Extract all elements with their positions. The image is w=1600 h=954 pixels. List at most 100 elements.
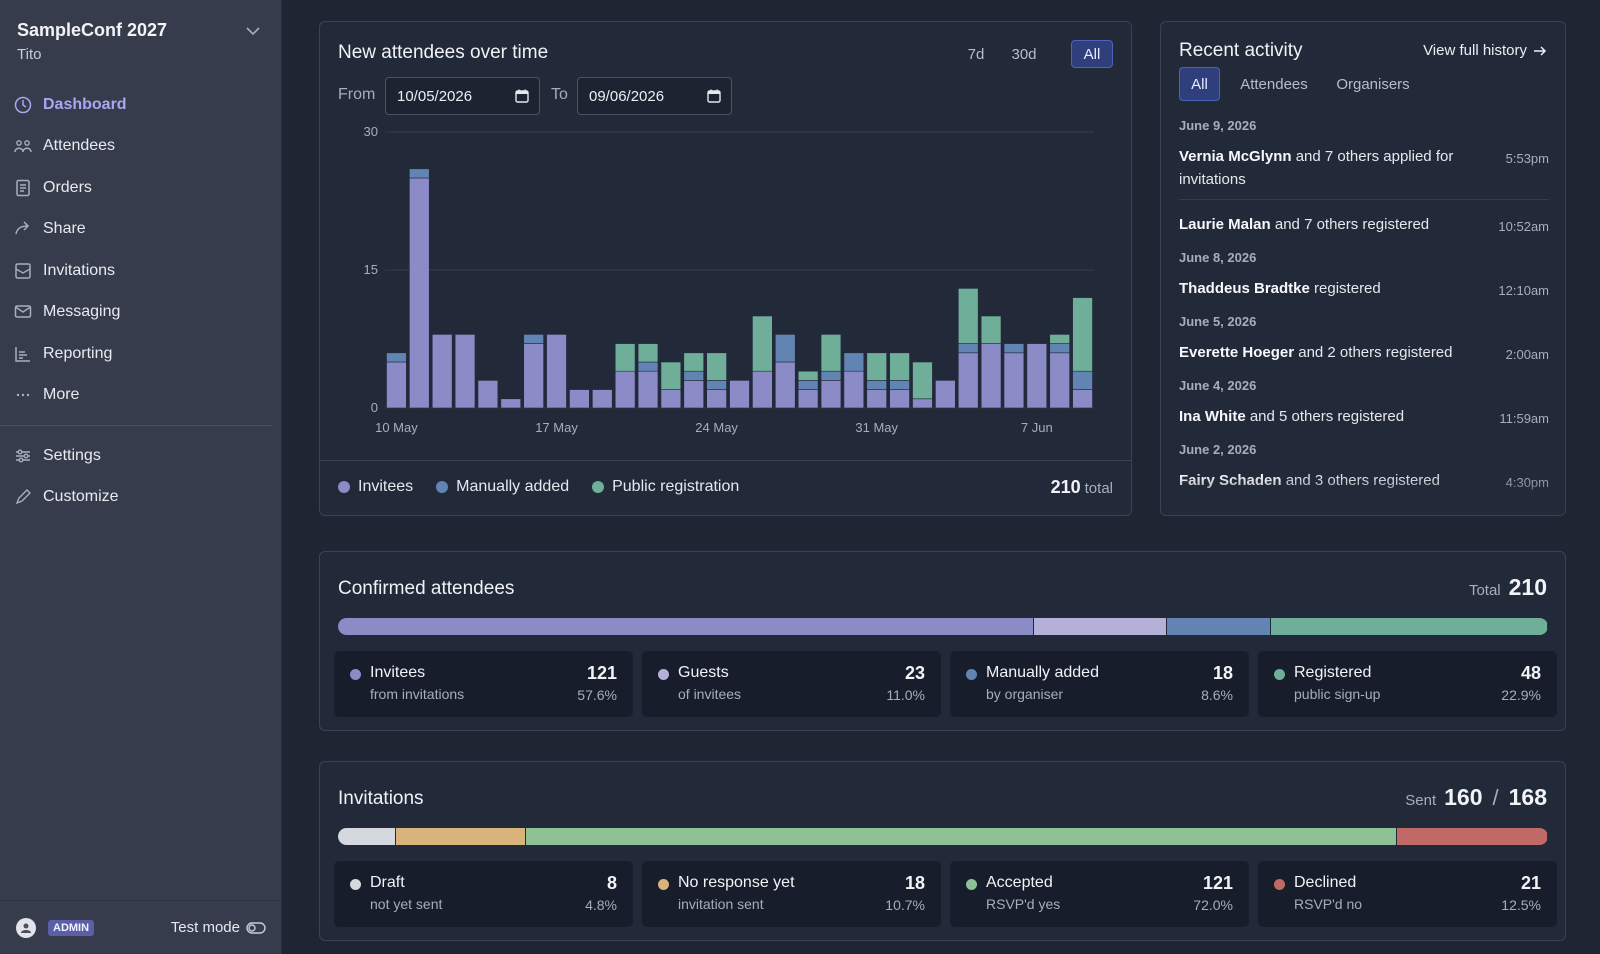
activity-item[interactable]: Everette Hoeger and 2 others registered 2… bbox=[1179, 341, 1549, 364]
bar-invitees[interactable] bbox=[637, 370, 659, 409]
activity-person[interactable]: Vernia McGlynn bbox=[1179, 148, 1292, 165]
bar-invitees[interactable] bbox=[500, 398, 522, 409]
stat-declined[interactable]: Declined RSVP'd no 21 12.5% bbox=[1258, 861, 1557, 927]
bar-public-registration[interactable] bbox=[683, 352, 704, 372]
from-date-input[interactable]: 10/05/2026 bbox=[385, 77, 540, 115]
calendar-icon[interactable] bbox=[515, 89, 529, 103]
bar-segment-no-response-yet[interactable] bbox=[396, 828, 526, 845]
bar-manually-added[interactable] bbox=[797, 380, 819, 390]
activity-item[interactable]: Vernia McGlynn and 7 others applied for … bbox=[1179, 145, 1549, 191]
bar-manually-added[interactable] bbox=[957, 343, 979, 354]
event-name[interactable]: SampleConf 2027 bbox=[17, 20, 168, 40]
sidebar-item-dashboard[interactable]: Dashboard bbox=[0, 84, 282, 126]
bar-public-registration[interactable] bbox=[797, 370, 819, 381]
view-full-history-link[interactable]: View full history bbox=[1423, 42, 1547, 59]
bar-invitees[interactable] bbox=[592, 389, 613, 409]
calendar-icon[interactable] bbox=[707, 89, 721, 103]
range-30d-button[interactable]: 30d bbox=[1011, 45, 1037, 63]
bar-invitees[interactable] bbox=[843, 370, 865, 409]
bar-manually-added[interactable] bbox=[866, 380, 887, 390]
bar-segment-guests[interactable] bbox=[1034, 618, 1168, 635]
bar-invitees[interactable] bbox=[889, 389, 910, 409]
stat-draft[interactable]: Draft not yet sent 8 4.8% bbox=[334, 861, 633, 927]
bar-invitees[interactable] bbox=[523, 343, 544, 409]
tab-organisers[interactable]: Organisers bbox=[1336, 75, 1410, 93]
sidebar-item-share[interactable]: Share bbox=[0, 209, 282, 251]
bar-public-registration[interactable] bbox=[1072, 297, 1093, 372]
bar-public-registration[interactable] bbox=[614, 343, 636, 372]
bar-segment-accepted[interactable] bbox=[525, 828, 1397, 845]
bar-segment-manually-added[interactable] bbox=[1167, 618, 1272, 635]
bar-invitees[interactable] bbox=[614, 370, 636, 409]
activity-person[interactable]: Everette Hoeger bbox=[1179, 344, 1295, 361]
bar-invitees[interactable] bbox=[706, 389, 727, 409]
bar-segment-registered[interactable] bbox=[1271, 618, 1548, 635]
bar-manually-added[interactable] bbox=[820, 370, 842, 381]
sidebar-item-messaging[interactable]: Messaging bbox=[0, 292, 282, 334]
sidebar-item-customize[interactable]: Customize bbox=[0, 477, 282, 519]
bar-manually-added[interactable] bbox=[1003, 343, 1025, 354]
activity-item[interactable]: Laurie Malan and 7 others registered 10:5… bbox=[1179, 213, 1549, 236]
bar-invitees[interactable] bbox=[912, 398, 933, 409]
bar-invitees[interactable] bbox=[729, 380, 750, 409]
bar-public-registration[interactable] bbox=[980, 315, 1002, 344]
chevron-down-icon[interactable] bbox=[244, 22, 262, 40]
bar-invitees[interactable] bbox=[683, 380, 704, 409]
bar-public-registration[interactable] bbox=[820, 334, 842, 372]
tab-attendees[interactable]: Attendees bbox=[1240, 75, 1308, 93]
bar-invitees[interactable] bbox=[752, 370, 773, 409]
bar-public-registration[interactable] bbox=[889, 352, 910, 381]
bar-invitees[interactable] bbox=[454, 334, 476, 409]
bar-manually-added[interactable] bbox=[1072, 370, 1093, 390]
bar-manually-added[interactable] bbox=[386, 352, 407, 363]
bar-manually-added[interactable] bbox=[523, 334, 544, 344]
bar-manually-added[interactable] bbox=[843, 352, 865, 372]
bar-segment-declined[interactable] bbox=[1396, 828, 1548, 845]
bar-manually-added[interactable] bbox=[409, 168, 430, 179]
activity-item[interactable]: Thaddeus Bradtke registered 12:10am bbox=[1179, 277, 1549, 300]
sidebar-item-settings[interactable]: Settings bbox=[0, 435, 282, 477]
sidebar-item-reporting[interactable]: Reporting bbox=[0, 333, 282, 375]
bar-public-registration[interactable] bbox=[637, 343, 659, 363]
stat-registered[interactable]: Registered public sign-up 48 22.9% bbox=[1258, 651, 1557, 717]
to-date-input[interactable]: 09/06/2026 bbox=[577, 77, 732, 115]
bar-manually-added[interactable] bbox=[889, 380, 910, 390]
range-all-button[interactable]: All bbox=[1071, 40, 1113, 68]
bar-segment-draft[interactable] bbox=[338, 828, 397, 845]
range-7d-button[interactable]: 7d bbox=[967, 45, 985, 63]
bar-invitees[interactable] bbox=[820, 380, 842, 409]
bar-manually-added[interactable] bbox=[637, 361, 659, 372]
bar-invitees[interactable] bbox=[1003, 352, 1025, 409]
activity-item[interactable]: Ina White and 5 others registered 11:59am bbox=[1179, 405, 1549, 428]
activity-person[interactable]: Ina White bbox=[1179, 408, 1246, 425]
stat-accepted[interactable]: Accepted RSVP'd yes 121 72.0% bbox=[950, 861, 1249, 927]
bar-invitees[interactable] bbox=[569, 389, 590, 409]
bar-invitees[interactable] bbox=[477, 380, 499, 409]
bar-public-registration[interactable] bbox=[706, 352, 727, 381]
bar-public-registration[interactable] bbox=[912, 361, 933, 400]
bar-invitees[interactable] bbox=[866, 389, 887, 409]
stat-invitees[interactable]: Invitees from invitations 121 57.6% bbox=[334, 651, 633, 717]
bar-invitees[interactable] bbox=[1026, 343, 1048, 409]
bar-invitees[interactable] bbox=[935, 380, 956, 409]
sidebar-item-invitations[interactable]: Invitations bbox=[0, 250, 282, 292]
bar-invitees[interactable] bbox=[775, 361, 796, 409]
bar-invitees[interactable] bbox=[660, 389, 682, 409]
bar-manually-added[interactable] bbox=[1049, 343, 1070, 354]
stat-guests[interactable]: Guests of invitees 23 11.0% bbox=[642, 651, 941, 717]
activity-person[interactable]: Thaddeus Bradtke bbox=[1179, 280, 1310, 297]
bar-invitees[interactable] bbox=[409, 177, 430, 409]
bar-segment-invitees[interactable] bbox=[338, 618, 1035, 635]
bar-invitees[interactable] bbox=[546, 334, 567, 409]
sidebar-item-orders[interactable]: Orders bbox=[0, 167, 282, 209]
bar-public-registration[interactable] bbox=[957, 288, 979, 344]
bar-manually-added[interactable] bbox=[706, 380, 727, 390]
sidebar-item-more[interactable]: More bbox=[0, 375, 282, 417]
bar-invitees[interactable] bbox=[1072, 389, 1093, 409]
activity-person[interactable]: Laurie Malan bbox=[1179, 216, 1271, 233]
bar-public-registration[interactable] bbox=[660, 361, 682, 390]
bar-invitees[interactable] bbox=[957, 352, 979, 409]
bar-invitees[interactable] bbox=[797, 389, 819, 409]
test-mode-toggle[interactable]: Test mode bbox=[171, 919, 266, 936]
bar-invitees[interactable] bbox=[431, 334, 453, 409]
